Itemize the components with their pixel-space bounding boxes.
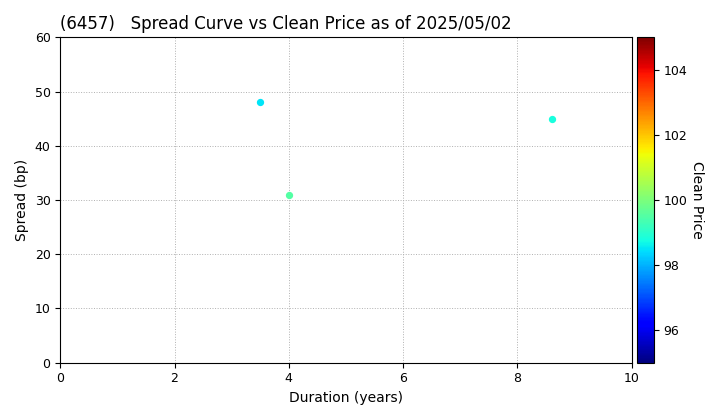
Y-axis label: Spread (bp): Spread (bp)	[15, 159, 29, 241]
X-axis label: Duration (years): Duration (years)	[289, 391, 403, 405]
Point	[546, 116, 557, 122]
Text: (6457)   Spread Curve vs Clean Price as of 2025/05/02: (6457) Spread Curve vs Clean Price as of…	[60, 15, 512, 33]
Y-axis label: Clean Price: Clean Price	[690, 161, 704, 239]
Point	[283, 191, 294, 198]
Point	[254, 99, 266, 106]
